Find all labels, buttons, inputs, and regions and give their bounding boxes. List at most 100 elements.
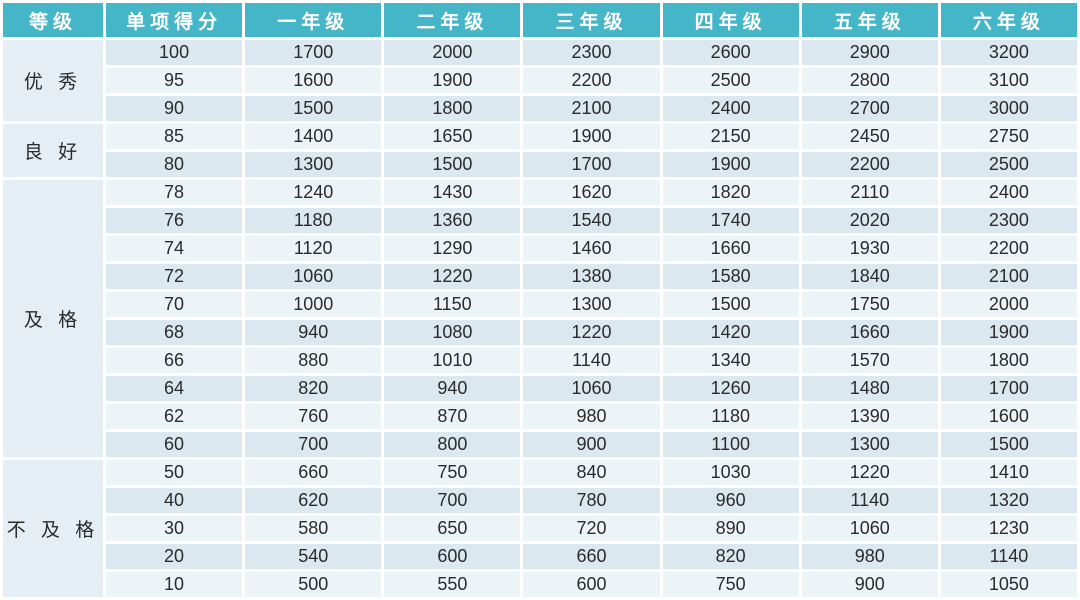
value-cell: 700 bbox=[245, 432, 382, 457]
value-cell: 1700 bbox=[245, 40, 382, 65]
table-row: 优 秀 100 1700 2000 2300 2600 2900 3200 bbox=[3, 40, 1077, 121]
value-cell: 2500 bbox=[940, 152, 1077, 177]
value-cell: 1540 bbox=[523, 208, 660, 233]
value-cell: 2450 bbox=[801, 124, 938, 149]
score-cell: 64 bbox=[106, 376, 243, 401]
value-cell: 1230 bbox=[940, 516, 1077, 541]
value-cell: 1220 bbox=[384, 264, 521, 289]
score-cell: 74 bbox=[106, 236, 243, 261]
value-cell: 1000 bbox=[245, 292, 382, 317]
table-row: 20 540 600 660 820 980 1140 bbox=[3, 544, 1077, 569]
value-cell: 1430 bbox=[384, 180, 521, 205]
value-cell: 2800 bbox=[801, 68, 938, 93]
table-row: 64 820 940 1060 1260 1480 1700 bbox=[3, 376, 1077, 401]
value-cell: 1360 bbox=[384, 208, 521, 233]
value-cell: 1080 bbox=[384, 320, 521, 345]
value-cell: 1140 bbox=[940, 544, 1077, 569]
value-cell: 1320 bbox=[940, 488, 1077, 513]
table-row: 40 620 700 780 960 1140 1320 bbox=[3, 488, 1077, 513]
value-cell: 1420 bbox=[662, 320, 799, 345]
column-header-5: 四年级 bbox=[662, 3, 799, 37]
value-cell: 2020 bbox=[801, 208, 938, 233]
value-cell: 1800 bbox=[940, 348, 1077, 373]
value-cell: 1340 bbox=[662, 348, 799, 373]
table-row: 66 880 1010 1140 1340 1570 1800 bbox=[3, 348, 1077, 373]
value-cell: 3000 bbox=[940, 96, 1077, 121]
value-cell: 2400 bbox=[940, 180, 1077, 205]
value-cell: 2300 bbox=[523, 40, 660, 65]
value-cell: 660 bbox=[523, 544, 660, 569]
table-row: 76 1180 1360 1540 1740 2020 2300 bbox=[3, 208, 1077, 233]
value-cell: 1120 bbox=[245, 236, 382, 261]
value-cell: 980 bbox=[523, 404, 660, 429]
value-cell: 980 bbox=[801, 544, 938, 569]
value-cell: 2200 bbox=[801, 152, 938, 177]
score-cell: 90 bbox=[106, 96, 243, 121]
value-cell: 1660 bbox=[801, 320, 938, 345]
value-cell: 1460 bbox=[523, 236, 660, 261]
value-cell: 750 bbox=[384, 460, 521, 485]
value-cell: 1220 bbox=[801, 460, 938, 485]
value-cell: 580 bbox=[245, 516, 382, 541]
value-cell: 1650 bbox=[384, 124, 521, 149]
value-cell: 940 bbox=[245, 320, 382, 345]
score-cell: 40 bbox=[106, 488, 243, 513]
value-cell: 1390 bbox=[801, 404, 938, 429]
value-cell: 1600 bbox=[245, 68, 382, 93]
column-header-0: 等级 bbox=[3, 3, 103, 37]
value-cell: 1140 bbox=[523, 348, 660, 373]
value-cell: 1150 bbox=[384, 292, 521, 317]
value-cell: 2750 bbox=[940, 124, 1077, 149]
value-cell: 1900 bbox=[662, 152, 799, 177]
score-cell: 30 bbox=[106, 516, 243, 541]
value-cell: 3200 bbox=[940, 40, 1077, 65]
value-cell: 1820 bbox=[662, 180, 799, 205]
value-cell: 1500 bbox=[384, 152, 521, 177]
value-cell: 1800 bbox=[384, 96, 521, 121]
table-row: 30 580 650 720 890 1060 1230 bbox=[3, 516, 1077, 541]
value-cell: 2150 bbox=[662, 124, 799, 149]
value-cell: 1700 bbox=[523, 152, 660, 177]
table-row: 及 格 78 1240 1430 1620 1820 2110 2400 bbox=[3, 180, 1077, 457]
value-cell: 1220 bbox=[523, 320, 660, 345]
value-cell: 2900 bbox=[801, 40, 938, 65]
table-row: 70 1000 1150 1300 1500 1750 2000 bbox=[3, 292, 1077, 317]
value-cell: 1180 bbox=[662, 404, 799, 429]
value-cell: 900 bbox=[523, 432, 660, 457]
value-cell: 1500 bbox=[662, 292, 799, 317]
value-cell: 890 bbox=[662, 516, 799, 541]
grade-level-cell: 不 及 格 bbox=[3, 460, 103, 597]
value-cell: 2400 bbox=[662, 96, 799, 121]
table-row: 良 好 85 1400 1650 1900 2150 2450 2750 bbox=[3, 124, 1077, 177]
value-cell: 1050 bbox=[940, 572, 1077, 597]
value-cell: 960 bbox=[662, 488, 799, 513]
value-cell: 2600 bbox=[662, 40, 799, 65]
value-cell: 2500 bbox=[662, 68, 799, 93]
value-cell: 1060 bbox=[801, 516, 938, 541]
value-cell: 1300 bbox=[801, 432, 938, 457]
value-cell: 1380 bbox=[523, 264, 660, 289]
value-cell: 870 bbox=[384, 404, 521, 429]
value-cell: 1740 bbox=[662, 208, 799, 233]
value-cell: 760 bbox=[245, 404, 382, 429]
value-cell: 1620 bbox=[523, 180, 660, 205]
value-cell: 750 bbox=[662, 572, 799, 597]
value-cell: 1300 bbox=[523, 292, 660, 317]
value-cell: 3100 bbox=[940, 68, 1077, 93]
column-header-3: 二年级 bbox=[384, 3, 521, 37]
value-cell: 600 bbox=[523, 572, 660, 597]
score-cell: 76 bbox=[106, 208, 243, 233]
value-cell: 1900 bbox=[523, 124, 660, 149]
score-cell: 50 bbox=[106, 460, 243, 485]
value-cell: 1900 bbox=[384, 68, 521, 93]
value-cell: 1840 bbox=[801, 264, 938, 289]
score-cell: 78 bbox=[106, 180, 243, 205]
table-row: 60 700 800 900 1100 1300 1500 bbox=[3, 432, 1077, 457]
value-cell: 1010 bbox=[384, 348, 521, 373]
value-cell: 1700 bbox=[940, 376, 1077, 401]
table-row: 80 1300 1500 1700 1900 2200 2500 bbox=[3, 152, 1077, 177]
value-cell: 1260 bbox=[662, 376, 799, 401]
value-cell: 660 bbox=[245, 460, 382, 485]
value-cell: 650 bbox=[384, 516, 521, 541]
